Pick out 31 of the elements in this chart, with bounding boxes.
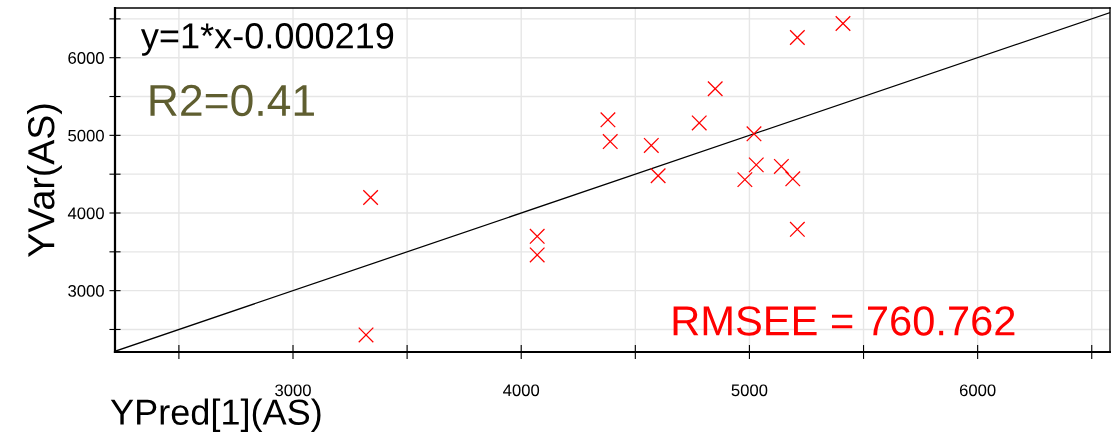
y-tick-label: 4000	[67, 207, 104, 220]
point	[529, 247, 546, 263]
y-axis-title: YVar(AS)	[27, 104, 62, 257]
annotation: y=1*x-0.000219	[140, 23, 394, 56]
point	[691, 115, 708, 131]
point	[773, 158, 790, 175]
point	[643, 137, 660, 154]
point	[529, 228, 546, 245]
point	[748, 156, 765, 173]
annotation: RMSEE = 760.762	[673, 306, 1015, 336]
x-axis-title: YPred[1](AS)	[110, 398, 321, 433]
point	[362, 189, 379, 206]
y-tick-label: 3000	[68, 285, 104, 297]
point	[736, 171, 753, 188]
y-tick-label: 6000	[68, 52, 104, 64]
point	[835, 15, 851, 32]
annotation: R2=0.41	[150, 84, 314, 117]
point	[358, 327, 374, 343]
x-tick-label: 4000	[503, 384, 540, 397]
x-tick-label: 6000	[959, 384, 996, 397]
y-tick-label: 5000	[68, 129, 104, 142]
x-tick-label: 5000	[731, 384, 768, 397]
point	[746, 125, 762, 142]
point	[789, 29, 806, 46]
point	[784, 170, 801, 187]
x-tick-label: 3000	[275, 384, 311, 397]
point	[707, 80, 724, 97]
point	[600, 111, 616, 128]
point	[789, 221, 806, 238]
point	[602, 133, 619, 150]
point	[650, 167, 667, 184]
